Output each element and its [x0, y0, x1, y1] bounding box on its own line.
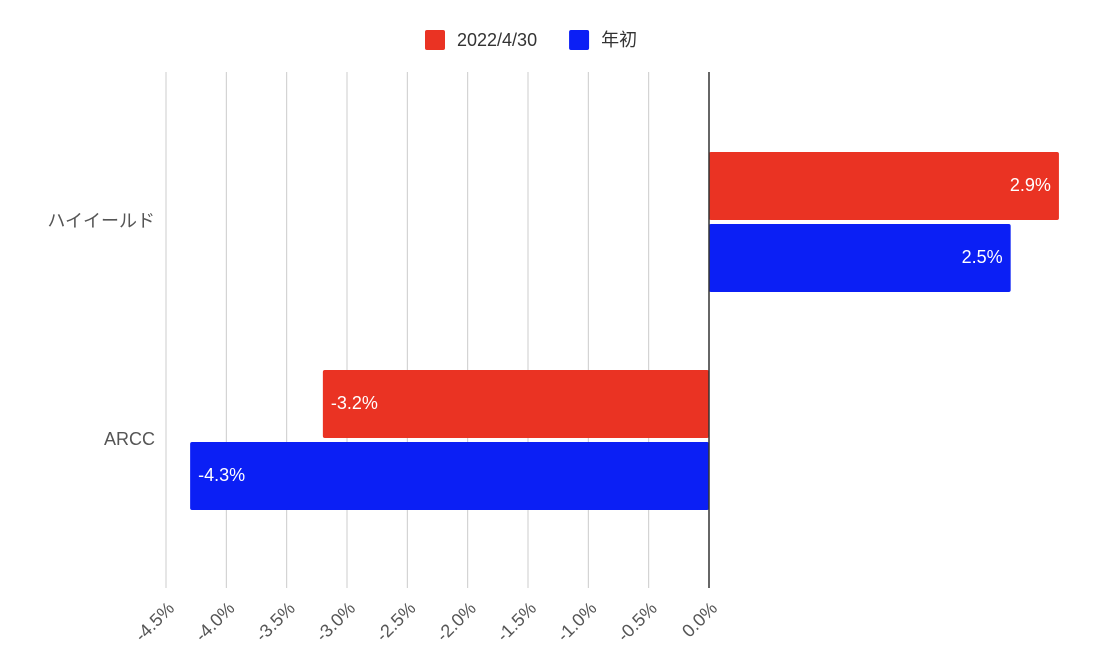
x-tick-label: -4.0% — [191, 598, 238, 645]
bar — [190, 442, 710, 510]
x-tick-label: 0.0% — [678, 598, 721, 641]
legend-label: 年初 — [601, 30, 637, 50]
bar — [709, 152, 1059, 220]
data-label: 2.5% — [962, 247, 1003, 267]
legend-swatch — [569, 30, 590, 50]
legend-swatch — [425, 30, 445, 50]
y-tick-label: ARCC — [104, 429, 155, 449]
x-tick-label: -2.5% — [372, 598, 419, 645]
x-tick-label: -3.5% — [251, 598, 298, 645]
data-label: 2.9% — [1010, 175, 1051, 195]
x-tick-label: -0.5% — [613, 598, 660, 645]
x-tick-label: -3.0% — [312, 598, 359, 645]
legend-label: 2022/4/30 — [457, 30, 537, 50]
x-tick-label: -4.5% — [131, 598, 178, 645]
x-tick-label: -2.0% — [432, 598, 479, 645]
data-label: -4.3% — [198, 465, 245, 485]
y-tick-label: ハイイールド — [47, 211, 155, 231]
data-label: -3.2% — [331, 393, 378, 413]
x-tick-label: -1.0% — [553, 598, 600, 645]
x-tick-label: -1.5% — [493, 598, 540, 645]
bar — [322, 370, 709, 438]
bar — [709, 224, 1011, 292]
